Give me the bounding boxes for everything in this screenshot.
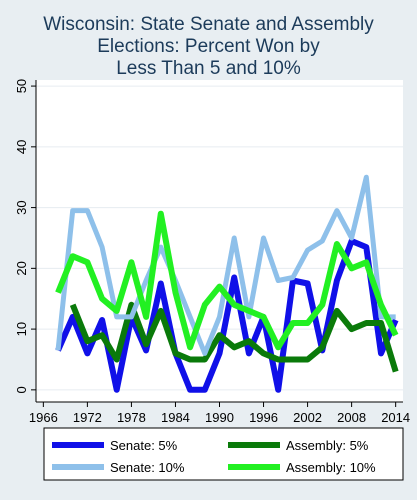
legend-label: Senate: 10% <box>110 460 185 475</box>
x-tick-label: 1996 <box>249 410 278 425</box>
y-tick-label: 0 <box>14 386 29 393</box>
chart-title-line-3: Less Than 5 and 10% <box>116 58 301 79</box>
series-line-3 <box>55 210 399 351</box>
x-tick-label: 1978 <box>117 410 146 425</box>
legend-label: Assembly: 5% <box>286 438 369 453</box>
y-tick-label: 10 <box>14 322 29 336</box>
x-tick-label: 2002 <box>293 410 322 425</box>
x-tick-label: 1966 <box>29 410 58 425</box>
legend-label: Assembly: 10% <box>286 460 376 475</box>
x-tick-label: 1984 <box>161 410 190 425</box>
x-tick-label: 2014 <box>381 410 410 425</box>
x-tick-label: 2008 <box>337 410 366 425</box>
x-tick-label: 1972 <box>73 410 102 425</box>
x-tick-label: 1990 <box>205 410 234 425</box>
y-tick-label: 20 <box>14 261 29 275</box>
legend-box <box>43 427 404 481</box>
y-tick-label: 40 <box>14 140 29 154</box>
chart-title-line-1: Wisconsin: State Senate and Assembly <box>43 14 374 35</box>
y-tick-label: 50 <box>14 79 29 93</box>
legend-label: Senate: 5% <box>110 438 178 453</box>
series-line-0 <box>55 238 399 393</box>
y-tick-label: 30 <box>14 200 29 214</box>
chart-title-line-2: Elections: Percent Won by <box>97 36 320 57</box>
series-line-1 <box>69 301 399 373</box>
